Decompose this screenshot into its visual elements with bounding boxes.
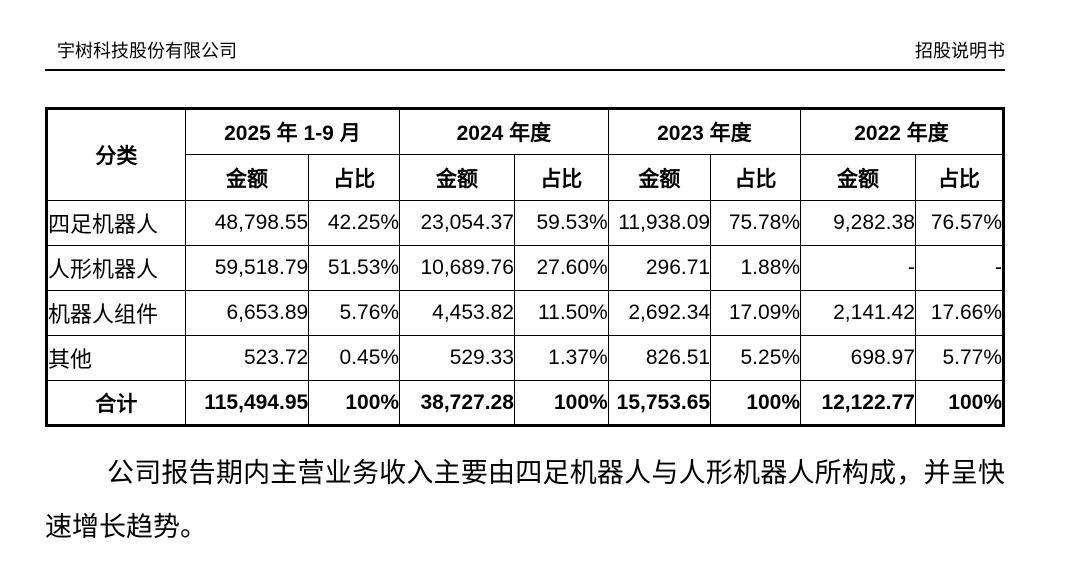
ratio-cell: 100% (308, 380, 401, 426)
amount-cell: 115,494.95 (184, 380, 310, 426)
ratio-cell: 100% (710, 380, 802, 426)
amount-cell: 15,753.65 (607, 380, 712, 426)
amount-header-2024: 金额 (399, 154, 515, 201)
ratio-cell: 76.57% (914, 200, 1005, 246)
amount-cell: 2,141.42 (800, 290, 916, 336)
ratio-cell: 1.37% (513, 335, 609, 381)
category-cell: 四足机器人 (46, 200, 186, 246)
amount-header-2025: 金额 (184, 154, 310, 201)
ratio-cell: 1.88% (710, 245, 802, 291)
ratio-header-2025: 占比 (308, 154, 401, 201)
period-header-2025: 2025 年 1-9 月 (184, 108, 401, 155)
table-row-components: 机器人组件 6,653.89 5.76% 4,453.82 11.50% 2,6… (46, 290, 1005, 336)
document-type-label: 招股说明书 (915, 41, 1005, 61)
ratio-cell: 27.60% (513, 245, 609, 291)
ratio-cell: - (914, 245, 1005, 291)
amount-cell: - (800, 245, 916, 291)
category-cell: 人形机器人 (46, 245, 186, 291)
ratio-cell: 100% (914, 380, 1005, 426)
ratio-header-2024: 占比 (513, 154, 609, 201)
amount-cell: 698.97 (800, 335, 916, 381)
amount-cell: 529.33 (399, 335, 515, 381)
amount-cell: 23,054.37 (399, 200, 515, 246)
ratio-header-2022: 占比 (914, 154, 1005, 201)
ratio-cell: 11.50% (513, 290, 609, 336)
table-header-row-periods: 分类 2025 年 1-9 月 2024 年度 2023 年度 2022 年度 (46, 108, 1004, 201)
ratio-cell: 0.45% (308, 335, 401, 381)
page-header: 宇树科技股份有限公司 招股说明书 (45, 40, 1005, 71)
table-header-row-measures: 金额 占比 金额 占比 金额 占比 金额 占比 (47, 154, 1005, 201)
amount-header-2022: 金额 (800, 154, 916, 201)
amount-cell: 38,727.28 (399, 380, 515, 426)
amount-cell: 59,518.79 (184, 245, 310, 291)
table-row-quadruped: 四足机器人 48,798.55 42.25% 23,054.37 59.53% … (46, 200, 1005, 246)
ratio-cell: 17.09% (710, 290, 802, 336)
table-row-humanoid: 人形机器人 59,518.79 51.53% 10,689.76 27.60% … (46, 245, 1005, 291)
amount-cell: 6,653.89 (184, 290, 310, 336)
amount-cell: 11,938.09 (607, 200, 712, 246)
period-header-2024: 2024 年度 (399, 108, 609, 155)
column-header-category: 分类 (46, 108, 186, 201)
category-cell: 机器人组件 (46, 290, 186, 336)
ratio-header-2023: 占比 (710, 154, 802, 201)
ratio-cell: 59.53% (513, 200, 609, 246)
amount-cell: 826.51 (607, 335, 712, 381)
ratio-cell: 17.66% (914, 290, 1005, 336)
amount-header-2023: 金额 (607, 154, 712, 201)
ratio-cell: 5.25% (710, 335, 802, 381)
ratio-cell: 42.25% (308, 200, 401, 246)
table-row-other: 其他 523.72 0.45% 529.33 1.37% 826.51 5.25… (46, 335, 1005, 381)
revenue-breakdown-table: 分类 2025 年 1-9 月 2024 年度 2023 年度 2022 年度 … (45, 107, 1005, 427)
amount-cell: 296.71 (607, 245, 712, 291)
period-header-2023: 2023 年度 (607, 108, 802, 155)
ratio-cell: 75.78% (710, 200, 802, 246)
period-header-2022: 2022 年度 (800, 108, 1004, 155)
category-cell: 其他 (46, 335, 186, 381)
ratio-cell: 5.76% (308, 290, 401, 336)
ratio-cell: 5.77% (914, 335, 1005, 381)
table-row-total: 合计 115,494.95 100% 38,727.28 100% 15,753… (46, 380, 1005, 426)
amount-cell: 9,282.38 (800, 200, 916, 246)
ratio-cell: 51.53% (308, 245, 401, 291)
amount-cell: 4,453.82 (399, 290, 515, 336)
body-paragraph: 公司报告期内主营业务收入主要由四足机器人与人形机器人所构成，并呈快速增长趋势。 (45, 458, 1005, 542)
amount-cell: 2,692.34 (607, 290, 712, 336)
amount-cell: 12,122.77 (800, 380, 916, 426)
ratio-cell: 100% (513, 380, 609, 426)
total-label-cell: 合计 (46, 380, 186, 426)
amount-cell: 48,798.55 (184, 200, 310, 246)
company-name: 宇树科技股份有限公司 (57, 41, 237, 61)
amount-cell: 523.72 (184, 335, 310, 381)
amount-cell: 10,689.76 (399, 245, 515, 291)
